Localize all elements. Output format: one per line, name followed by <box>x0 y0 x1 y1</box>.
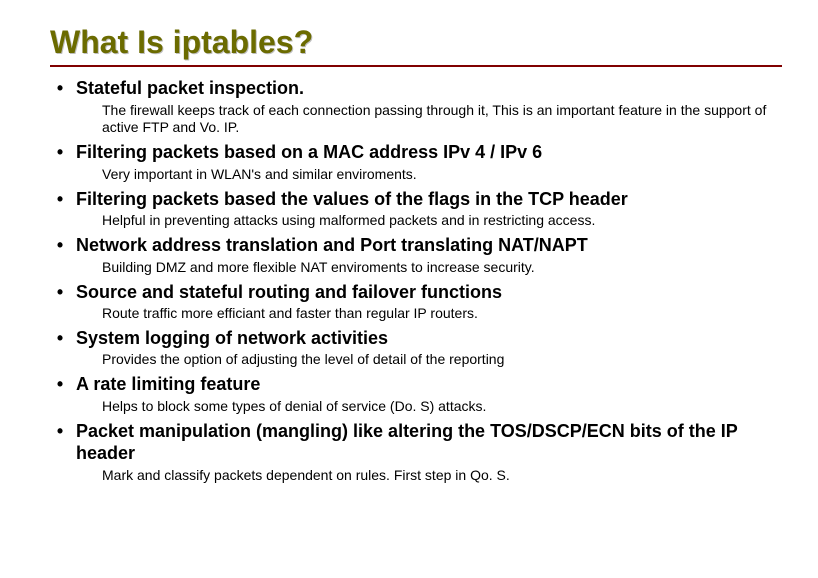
bullet-heading: Packet manipulation (mangling) like alte… <box>76 420 782 465</box>
bullet-heading-row: • Stateful packet inspection. <box>54 77 782 100</box>
bullet-heading: System logging of network activities <box>76 327 388 350</box>
list-item: • Network address translation and Port t… <box>54 234 782 276</box>
bullet-desc: Building DMZ and more flexible NAT envir… <box>102 259 782 277</box>
list-item: • Source and stateful routing and failov… <box>54 281 782 323</box>
list-item: • Packet manipulation (mangling) like al… <box>54 420 782 485</box>
bullet-desc: Provides the option of adjusting the lev… <box>102 351 782 369</box>
bullet-icon: • <box>54 234 66 257</box>
bullet-heading-row: • System logging of network activities <box>54 327 782 350</box>
bullet-icon: • <box>54 281 66 304</box>
slide-title: What Is iptables? <box>50 24 782 61</box>
bullet-heading-row: • Filtering packets based the values of … <box>54 188 782 211</box>
bullet-heading-row: • A rate limiting feature <box>54 373 782 396</box>
bullet-desc: The firewall keeps track of each connect… <box>102 102 782 138</box>
bullet-icon: • <box>54 77 66 100</box>
list-item: • Stateful packet inspection. The firewa… <box>54 77 782 137</box>
bullet-desc: Route traffic more efficiant and faster … <box>102 305 782 323</box>
bullet-heading: Stateful packet inspection. <box>76 77 304 100</box>
bullet-heading: Filtering packets based on a MAC address… <box>76 141 542 164</box>
bullet-heading: Filtering packets based the values of th… <box>76 188 628 211</box>
bullet-icon: • <box>54 327 66 350</box>
bullet-list: • Stateful packet inspection. The firewa… <box>54 77 782 485</box>
bullet-heading-row: • Packet manipulation (mangling) like al… <box>54 420 782 465</box>
bullet-heading: Source and stateful routing and failover… <box>76 281 502 304</box>
bullet-desc: Very important in WLAN's and similar env… <box>102 166 782 184</box>
bullet-icon: • <box>54 188 66 211</box>
bullet-heading-row: • Network address translation and Port t… <box>54 234 782 257</box>
bullet-desc: Helps to block some types of denial of s… <box>102 398 782 416</box>
bullet-heading: A rate limiting feature <box>76 373 260 396</box>
list-item: • Filtering packets based the values of … <box>54 188 782 230</box>
slide: What Is iptables? • Stateful packet insp… <box>0 0 818 578</box>
bullet-desc: Helpful in preventing attacks using malf… <box>102 212 782 230</box>
bullet-desc: Mark and classify packets dependent on r… <box>102 467 782 485</box>
list-item: • Filtering packets based on a MAC addre… <box>54 141 782 183</box>
title-rule <box>50 65 782 67</box>
list-item: • System logging of network activities P… <box>54 327 782 369</box>
bullet-heading-row: • Filtering packets based on a MAC addre… <box>54 141 782 164</box>
bullet-heading-row: • Source and stateful routing and failov… <box>54 281 782 304</box>
bullet-icon: • <box>54 420 66 443</box>
bullet-heading: Network address translation and Port tra… <box>76 234 588 257</box>
bullet-icon: • <box>54 373 66 396</box>
list-item: • A rate limiting feature Helps to block… <box>54 373 782 415</box>
bullet-icon: • <box>54 141 66 164</box>
